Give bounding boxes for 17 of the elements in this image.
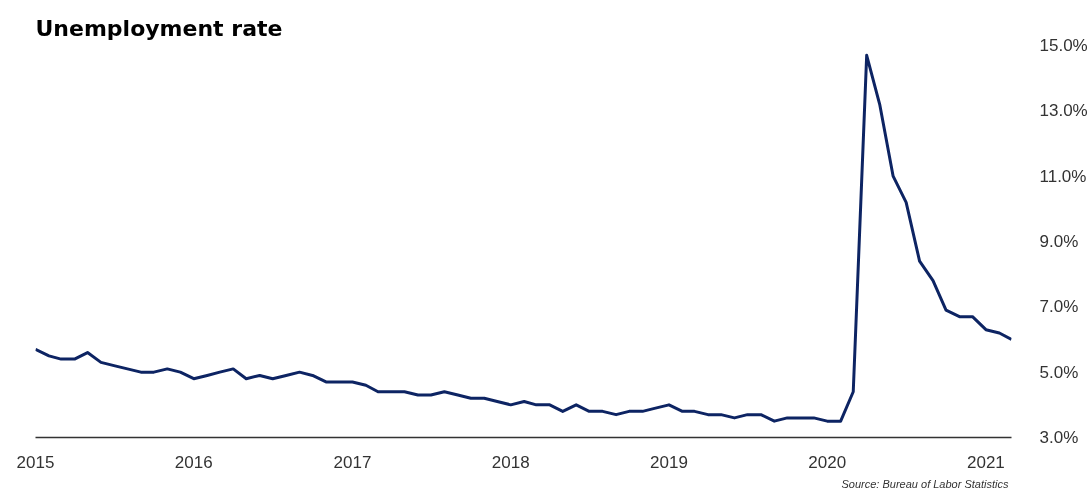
x-tick-label: 2015 <box>16 452 55 472</box>
x-tick-label: 2017 <box>333 452 372 472</box>
source-note: Source: Bureau of Labor Statistics <box>841 477 1009 490</box>
x-tick-label: 2021 <box>967 452 1005 472</box>
y-tick-label: 5.0% <box>1039 362 1079 382</box>
y-tick-label: 13.0% <box>1039 101 1088 121</box>
y-tick-label: 3.0% <box>1039 428 1079 447</box>
y-tick-label: 9.0% <box>1039 232 1079 251</box>
x-tick-label: 2016 <box>174 452 213 472</box>
line-series <box>35 53 1012 423</box>
y-tick-label: 15.0% <box>1039 36 1088 55</box>
x-tick-label: 2020 <box>808 452 847 472</box>
x-tick-label: 2019 <box>650 452 688 472</box>
x-tick-label: 2018 <box>491 452 530 472</box>
y-tick-label: 7.0% <box>1039 297 1079 317</box>
chart-title: Unemployment rate <box>35 15 283 41</box>
y-tick-label: 11.0% <box>1039 166 1087 186</box>
